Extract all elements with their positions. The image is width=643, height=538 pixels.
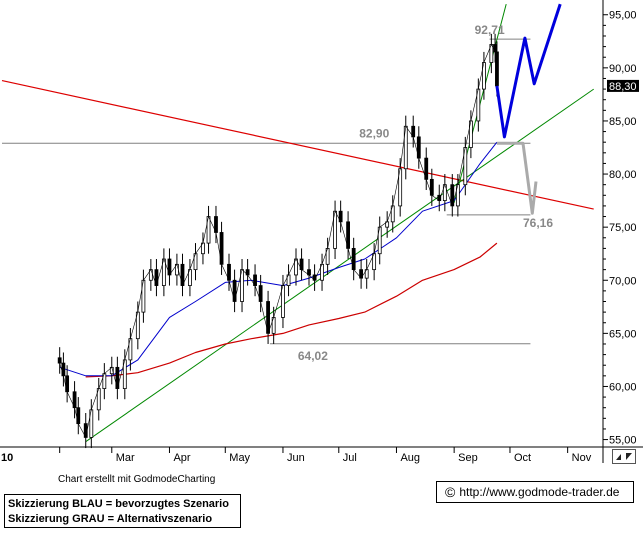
y-tick-label: 70,00 <box>609 275 637 287</box>
x-tick-label: Jul <box>343 452 357 464</box>
level-annotation: 64,02 <box>298 349 328 363</box>
chart-credit: Chart erstellt mit GodmodeCharting <box>58 474 216 485</box>
trendline-green <box>85 88 594 443</box>
legend-grey-scenario: Skizzierung GRAU = Alternativszenario <box>8 513 213 525</box>
x-tick-label: 10 <box>1 452 13 464</box>
candle <box>76 407 81 425</box>
x-tick-label: Apr <box>173 452 190 464</box>
source-link[interactable]: © http://www.godmode-trader.de <box>436 481 634 503</box>
moving-average-red <box>85 242 498 378</box>
x-tick-label: Mar <box>116 452 135 464</box>
y-tick-label: 90,00 <box>609 63 637 75</box>
x-tick-label: Aug <box>400 452 420 464</box>
candle <box>57 357 62 364</box>
plot-area <box>1 3 594 449</box>
y-tick-label: 80,00 <box>609 169 637 181</box>
y-tick-label: 65,00 <box>609 328 637 340</box>
legend-blue-scenario: Skizzierung BLAU = bevorzugtes Szenario <box>8 498 229 510</box>
x-tick-label: Sep <box>458 452 478 464</box>
candle <box>493 44 497 53</box>
copyright-icon: © <box>445 484 456 500</box>
last-price-badge <box>607 79 639 92</box>
scenario-grey-path <box>496 141 538 215</box>
x-tick-label: May <box>229 452 250 464</box>
axes: 95,00 90,00 85,00 80,00 75,00 70,00 65,00 60,00… <box>0 0 643 464</box>
price-line <box>59 44 498 438</box>
y-tick-label: 85,00 <box>609 116 637 128</box>
source-url[interactable]: http://www.godmode-trader.de <box>459 485 620 499</box>
candle <box>65 375 70 393</box>
level-annotation: 82,90 <box>359 126 389 140</box>
last-price-label: 88,30 <box>609 81 637 93</box>
x-tick-label: Oct <box>514 452 531 464</box>
scenario-blue-path <box>495 3 562 139</box>
x-tick-label: Nov <box>572 452 592 464</box>
scroll-arrows-icon[interactable] <box>612 449 636 464</box>
y-tick-label: 95,00 <box>609 10 637 22</box>
y-tick-label: 75,00 <box>609 222 637 234</box>
level-annotation: 92,71 <box>475 23 505 37</box>
annotations: 92,71 82,90 76,16 64,02 <box>298 23 553 363</box>
y-tick-label: 60,00 <box>609 381 637 393</box>
x-tick-label: Jun <box>287 452 305 464</box>
trendline-red <box>1 80 594 210</box>
candle <box>61 362 66 377</box>
y-tick-label: 55,00 <box>609 435 637 447</box>
level-annotation: 76,16 <box>523 216 553 230</box>
scenario-legend: Skizzierung BLAU = bevorzugtes Szenario … <box>4 494 241 528</box>
